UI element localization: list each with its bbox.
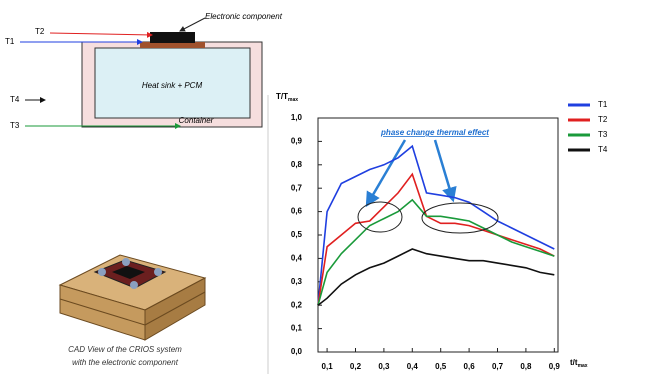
annotation-arrow [367, 140, 405, 205]
legend-label: T4 [598, 145, 608, 154]
y-tick-label: 0,8 [291, 160, 303, 169]
component-label: Electronic component [205, 12, 283, 21]
y-tick-label: 0,1 [291, 324, 303, 333]
container-label: Container [179, 116, 214, 125]
highlight-ellipse [422, 203, 498, 233]
x-tick-label: 0,6 [464, 362, 476, 371]
x-axis-label-sub: max [578, 363, 588, 369]
y-tick-label: 0,3 [291, 277, 303, 286]
x-tick-label: 0,1 [322, 362, 334, 371]
page: Electronic component T2 T1 T4 T3 Heat si… [0, 0, 658, 374]
t4-label: T4 [10, 95, 20, 104]
x-tick-label: 0,8 [520, 362, 532, 371]
x-axis-label: t/tmax [570, 358, 588, 369]
legend-label: T3 [598, 130, 608, 139]
component [150, 32, 195, 43]
t3-label: T3 [10, 121, 20, 130]
y-tick-label: 0,4 [291, 254, 303, 263]
heat-sink-label: Heat sink + PCM [142, 81, 203, 90]
annotation-arrow [435, 140, 453, 200]
series-line [318, 249, 554, 305]
x-tick-label: 0,5 [435, 362, 447, 371]
y-axis-label: T/Tmax [276, 92, 298, 103]
y-tick-label: 0,5 [291, 230, 303, 239]
y-tick-label: 0,2 [291, 300, 303, 309]
arrow [50, 33, 152, 35]
x-tick-label: 0,4 [407, 362, 419, 371]
figure: Electronic component T2 T1 T4 T3 Heat si… [0, 0, 658, 374]
cad-view [60, 255, 205, 340]
cad-caption: CAD View of the CRIOS system [68, 345, 182, 354]
x-tick-label: 0,9 [549, 362, 561, 371]
y-tick-label: 1,0 [291, 113, 303, 122]
y-tick-label: 0,6 [291, 207, 303, 216]
y-axis-label-main: T/T [276, 92, 288, 101]
highlight-ellipse [358, 202, 402, 232]
x-tick-label: 0,2 [350, 362, 362, 371]
arrow [180, 18, 205, 31]
legend-label: T2 [598, 115, 608, 124]
x-tick-label: 0,3 [378, 362, 390, 371]
legend-label: T1 [598, 100, 608, 109]
y-tick-label: 0,0 [291, 347, 303, 356]
y-tick-label: 0,7 [291, 183, 303, 192]
y-axis-label-sub: max [288, 97, 298, 103]
x-tick-label: 0,7 [492, 362, 504, 371]
t2-label: T2 [35, 27, 45, 36]
t1-label: T1 [5, 37, 15, 46]
cad-caption: with the electronic component [72, 358, 179, 367]
y-tick-label: 0,9 [291, 137, 303, 146]
series-line [318, 200, 554, 305]
annotation: phase change thermal effect [380, 128, 489, 137]
